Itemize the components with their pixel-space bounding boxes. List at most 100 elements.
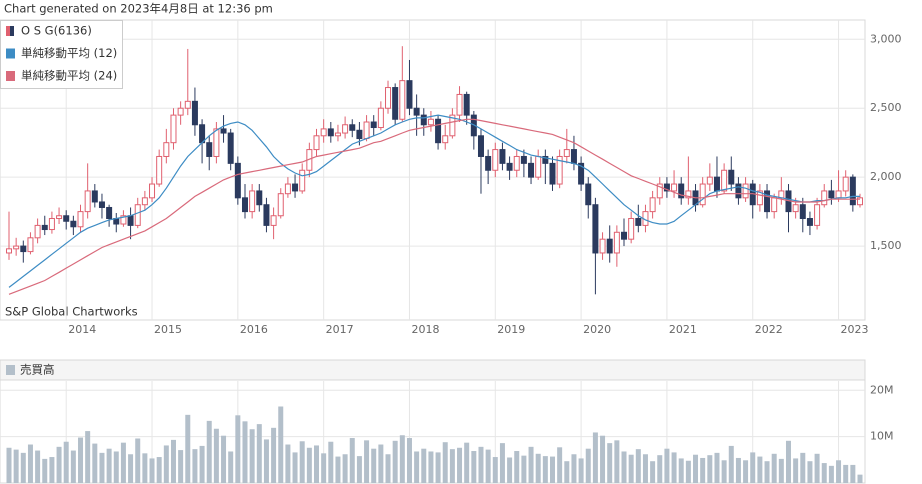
x-tick-label: 2022	[755, 323, 783, 336]
candle-body	[542, 155, 549, 164]
candle-body	[385, 87, 392, 109]
candle-body	[456, 93, 463, 116]
candle-body	[220, 128, 227, 134]
volume-bar	[70, 450, 76, 483]
y-tick-label: 1,500	[870, 239, 902, 252]
volume-bar	[499, 443, 505, 483]
legend-label: 売買高	[20, 363, 55, 377]
candle-body	[256, 190, 263, 206]
legend-box	[0, 20, 123, 89]
candle-body	[392, 87, 399, 120]
volume-bar	[49, 457, 55, 483]
candle-body	[356, 129, 363, 140]
volume-bar	[342, 454, 348, 483]
candle-body	[320, 128, 327, 137]
candle-body	[771, 197, 778, 213]
volume-bar	[321, 453, 327, 483]
volume-bar	[128, 454, 134, 483]
volume-bar	[149, 458, 155, 483]
candle-body	[671, 183, 678, 192]
volume-bar	[778, 458, 784, 483]
volume-bar	[113, 451, 119, 483]
volume-bar	[414, 451, 420, 483]
candle-body	[485, 155, 492, 171]
volume-header	[0, 359, 866, 381]
price-frame	[0, 19, 866, 321]
volume-bar	[92, 443, 98, 483]
candle-body	[621, 231, 628, 240]
candle-body	[63, 215, 70, 222]
chart-title: Chart generated on 2023年4月8日 at 12:36 pm	[4, 2, 273, 16]
volume-bar	[242, 421, 248, 483]
x-tick-label: 2021	[669, 323, 697, 336]
candle-body	[98, 201, 105, 208]
volume-bar	[99, 452, 105, 483]
candle-body	[342, 124, 349, 134]
volume-bar	[13, 449, 19, 483]
volume-bar	[328, 441, 334, 483]
volume-bar	[392, 440, 398, 483]
volume-bar	[135, 438, 141, 483]
volume-bar	[221, 435, 227, 483]
volume-bar	[628, 454, 634, 483]
candle-body	[27, 237, 34, 253]
volume-bar	[63, 441, 69, 483]
candle-body	[41, 224, 48, 231]
volume-bar	[657, 455, 663, 483]
x-tick-label: 2017	[326, 323, 354, 336]
candle-body	[127, 215, 134, 226]
volume-bar	[757, 456, 763, 483]
candle-body	[377, 107, 384, 129]
volume-bar	[378, 444, 384, 483]
volume-bar	[421, 448, 427, 483]
candle-body	[284, 183, 291, 195]
volume-bar	[213, 428, 219, 483]
volume-bar	[156, 457, 162, 483]
candle-body	[227, 132, 234, 164]
x-tick-label: 2015	[154, 323, 182, 336]
volume-bar	[750, 452, 756, 483]
volume-bar	[693, 454, 699, 483]
x-tick-label: 2019	[497, 323, 525, 336]
moving-average-line	[8, 114, 860, 288]
candle-body	[120, 215, 127, 225]
volume-bar	[607, 443, 613, 483]
legend-swatch	[6, 48, 15, 59]
volume-bar	[850, 464, 856, 483]
volume-bar	[785, 440, 791, 483]
candle-body	[406, 80, 413, 109]
legend-label: 単純移動平均 (12)	[21, 46, 117, 60]
candle-body	[163, 142, 170, 157]
volume-bar	[335, 456, 341, 483]
candle-body	[427, 118, 434, 126]
legend-swatch	[6, 365, 15, 375]
candle-body	[628, 218, 635, 240]
volume-bar	[306, 447, 312, 483]
volume-bar	[464, 442, 470, 483]
candle-body	[349, 124, 356, 131]
candle-body	[206, 142, 213, 157]
volume-bar	[449, 449, 455, 483]
candle-body	[792, 204, 799, 213]
volume-bar	[457, 447, 463, 483]
candle-body	[6, 248, 12, 254]
legend-label: O S G(6136)	[21, 24, 92, 38]
candle-body	[20, 245, 27, 253]
candle-body	[106, 206, 113, 220]
volume-bar	[721, 460, 727, 483]
volume-bar	[399, 435, 405, 483]
candle-body	[506, 162, 513, 171]
volume-bar	[707, 455, 713, 483]
candle-body	[635, 218, 642, 226]
candle-body	[363, 121, 370, 140]
volume-bar	[163, 445, 169, 483]
volume-bar	[349, 438, 355, 483]
volume-bar	[20, 452, 26, 483]
volume-bar	[557, 447, 563, 483]
volume-bar	[735, 457, 741, 483]
y-tick-label: 3,000	[870, 32, 902, 45]
candle-body	[713, 176, 720, 192]
candle-body	[535, 155, 542, 178]
volume-bar	[650, 461, 656, 483]
candle-body	[156, 155, 163, 185]
